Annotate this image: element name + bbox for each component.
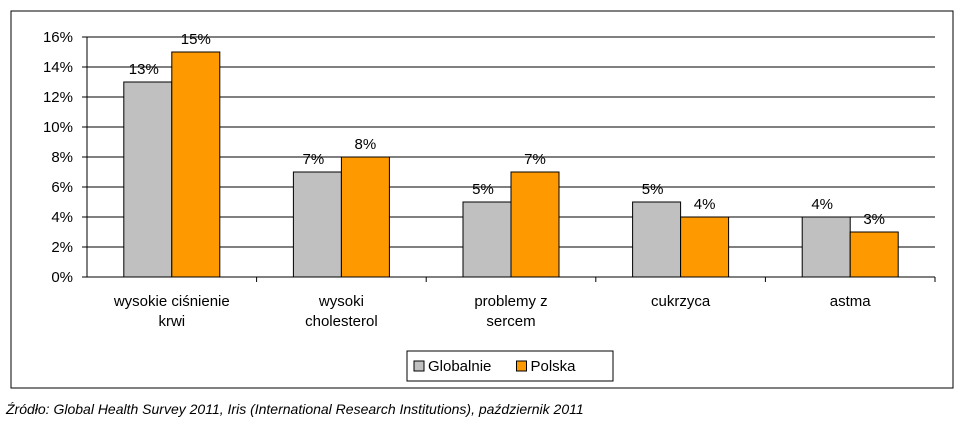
- y-tick-label: 8%: [51, 149, 73, 166]
- legend-swatch-globalnie: [413, 360, 425, 372]
- source-note: Źródło: Global Health Survey 2011, Iris …: [6, 401, 584, 417]
- y-tick-label: 6%: [51, 179, 73, 196]
- legend: Globalnie Polska: [406, 350, 614, 382]
- y-tick-label: 12%: [43, 89, 73, 106]
- data-label: 7%: [524, 151, 546, 168]
- x-tick-label-line: problemy z: [474, 293, 547, 310]
- y-tick-label: 0%: [51, 269, 73, 286]
- bar-globalnie-2: [462, 201, 512, 278]
- bar-polska-0: [171, 51, 221, 278]
- legend-box: [406, 350, 614, 382]
- x-tick-label: wysoki cholesterol: [305, 293, 378, 330]
- legend-label: Polska: [531, 358, 577, 375]
- y-tick-label: 16%: [43, 29, 73, 46]
- y-tick-label: 14%: [43, 59, 73, 76]
- legend-label: Globalnie: [428, 358, 491, 375]
- data-label: 8%: [355, 136, 377, 153]
- chart: 0% 2% 4% 6% 8% 10% 12% 14% 16% wysokie ciśnienie k…: [10, 10, 954, 389]
- data-label: 15%: [181, 31, 211, 48]
- data-label: 7%: [303, 151, 325, 168]
- x-tick-label: astma: [830, 293, 872, 310]
- y-tick-label: 4%: [51, 209, 73, 226]
- data-label: 13%: [129, 61, 159, 78]
- bar-globalnie-0: [123, 81, 173, 278]
- legend-swatch-polska: [516, 360, 527, 372]
- bar-globalnie-4: [801, 216, 851, 278]
- data-labels: 13% 15% 7% 8% 5% 7% 5% 4% 4% 3%: [129, 31, 885, 228]
- data-label: 3%: [863, 211, 885, 228]
- data-label: 4%: [811, 196, 833, 213]
- data-label: 5%: [642, 181, 664, 198]
- bar-globalnie-3: [632, 201, 682, 278]
- x-tick-label-line: wysoki: [318, 293, 364, 310]
- data-label: 4%: [694, 196, 716, 213]
- x-tick-label: cukrzyca: [651, 293, 711, 310]
- x-tick-label-line: wysokie ciśnienie: [113, 293, 230, 310]
- x-tick-label: wysokie ciśnienie krwi: [113, 293, 230, 330]
- bar-polska-1: [340, 156, 390, 278]
- x-tick-label-line: astma: [830, 293, 872, 310]
- bar-globalnie-1: [292, 171, 342, 278]
- y-tick-label: 2%: [51, 239, 73, 256]
- bar-polska-4: [849, 231, 899, 278]
- data-label: 5%: [472, 181, 494, 198]
- x-tick-label-line: cukrzyca: [651, 293, 711, 310]
- x-tick-label-line: cholesterol: [305, 313, 378, 330]
- y-tick-label: 10%: [43, 119, 73, 136]
- x-tick-label-line: sercem: [486, 313, 535, 330]
- bar-polska-2: [510, 171, 560, 278]
- bars: [123, 51, 899, 278]
- x-tick-label: problemy z sercem: [474, 293, 547, 330]
- bar-polska-3: [680, 216, 730, 278]
- x-tick-label-line: krwi: [158, 313, 185, 330]
